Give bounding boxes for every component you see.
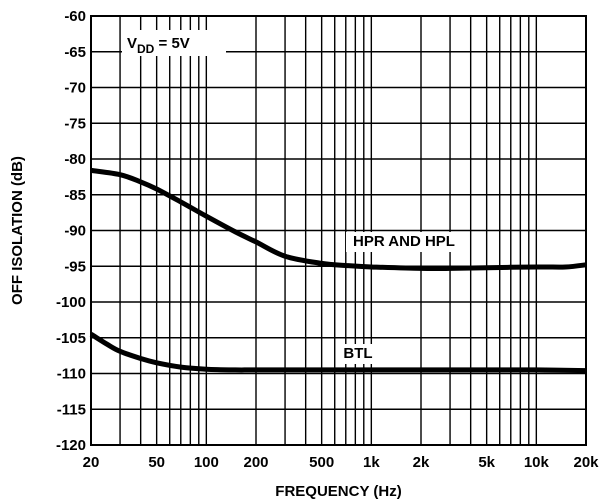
curves xyxy=(89,167,587,374)
vdd-subscript: DD xyxy=(137,42,155,56)
y-tick-label: -105 xyxy=(56,330,86,347)
series-label-hpr-hpl-bg xyxy=(346,232,462,252)
y-tick-label: -110 xyxy=(57,366,86,383)
y-tick-label: -65 xyxy=(64,44,86,61)
grid xyxy=(90,15,587,446)
x-axis-title: FREQUENCY (Hz) xyxy=(275,483,401,500)
y-tick-label: -120 xyxy=(56,437,86,454)
plot-frame xyxy=(90,15,587,446)
labels: -60 -65 -70 -75 -80 -85 -90 -95 -100 -105 -110 -115… xyxy=(56,8,599,471)
series-line-hpr-hpl xyxy=(90,167,587,272)
y-tick-label: -115 xyxy=(57,401,86,418)
x-tick-label: 500 xyxy=(309,454,334,471)
y-tick-label: -70 xyxy=(64,80,86,97)
x-tick-label: 20 xyxy=(83,454,100,471)
x-tick-label: 1k xyxy=(363,454,380,471)
vdd-value: = 5V xyxy=(154,35,189,52)
y-tick-label: -90 xyxy=(64,223,86,240)
y-tick-label: -60 xyxy=(64,8,86,25)
series-label-hpr-hpl: HPR AND HPL xyxy=(353,233,455,250)
x-tick-label: 2k xyxy=(413,454,430,471)
series-label-btl-bg xyxy=(340,344,376,364)
vdd-annotation-bg xyxy=(122,30,226,56)
series-label-btl: BTL xyxy=(343,345,372,362)
y-tick-label: -95 xyxy=(64,258,86,275)
y-tick-label: -75 xyxy=(64,115,86,132)
vdd-main: V xyxy=(127,35,137,52)
x-tick-label: 200 xyxy=(243,454,268,471)
x-tick-label: 10k xyxy=(524,454,550,471)
y-axis-title: OFF ISOLATION (dB) xyxy=(9,156,26,305)
vdd-annotation: VDD = 5V xyxy=(127,35,190,56)
x-tick-label: 50 xyxy=(148,454,165,471)
x-tick-label: 100 xyxy=(194,454,219,471)
x-tick-label: 20k xyxy=(573,454,599,471)
y-tick-label: -85 xyxy=(64,187,86,204)
x-tick-label: 5k xyxy=(478,454,495,471)
y-tick-label: -80 xyxy=(64,151,86,168)
series-line-btl xyxy=(89,332,587,374)
y-tick-label: -100 xyxy=(56,294,86,311)
